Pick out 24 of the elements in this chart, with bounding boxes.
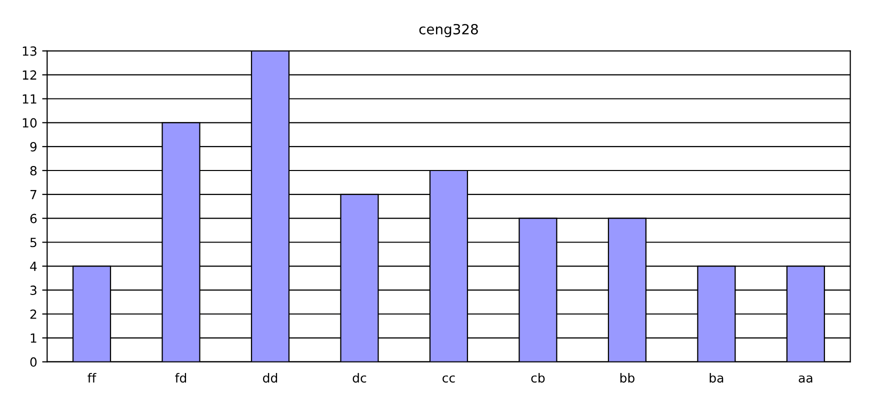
y-tick-label: 11	[22, 94, 36, 104]
chart-title: ceng328	[419, 24, 478, 38]
x-tick-label: dd	[262, 372, 278, 383]
y-tick-label: 7	[30, 190, 36, 200]
x-tick-label: ba	[710, 372, 724, 383]
x-tick-label: aa	[798, 375, 812, 383]
y-tick-label: 5	[30, 238, 36, 248]
x-tick-label: cc	[442, 375, 455, 383]
y-tick-label: 6	[30, 214, 37, 224]
x-tick-label: fd	[175, 372, 186, 383]
y-tick-label: 13	[22, 46, 36, 56]
y-tick-label: 4	[30, 262, 37, 271]
y-tick-label: 3	[30, 286, 36, 296]
x-tick-label: cb	[531, 372, 545, 383]
y-tick-label: 0	[30, 357, 37, 367]
x-tick-label: ff	[88, 372, 96, 382]
y-tick-label: 10	[22, 118, 37, 128]
x-tick-label: dc	[352, 372, 366, 383]
y-tick-label: 12	[22, 70, 36, 80]
y-tick-label: 8	[30, 166, 37, 176]
x-tick-label: bb	[620, 372, 634, 383]
y-tick-label: 9	[30, 142, 37, 152]
y-tick-label: 1	[30, 334, 36, 343]
y-tick-label: 2	[30, 309, 36, 319]
